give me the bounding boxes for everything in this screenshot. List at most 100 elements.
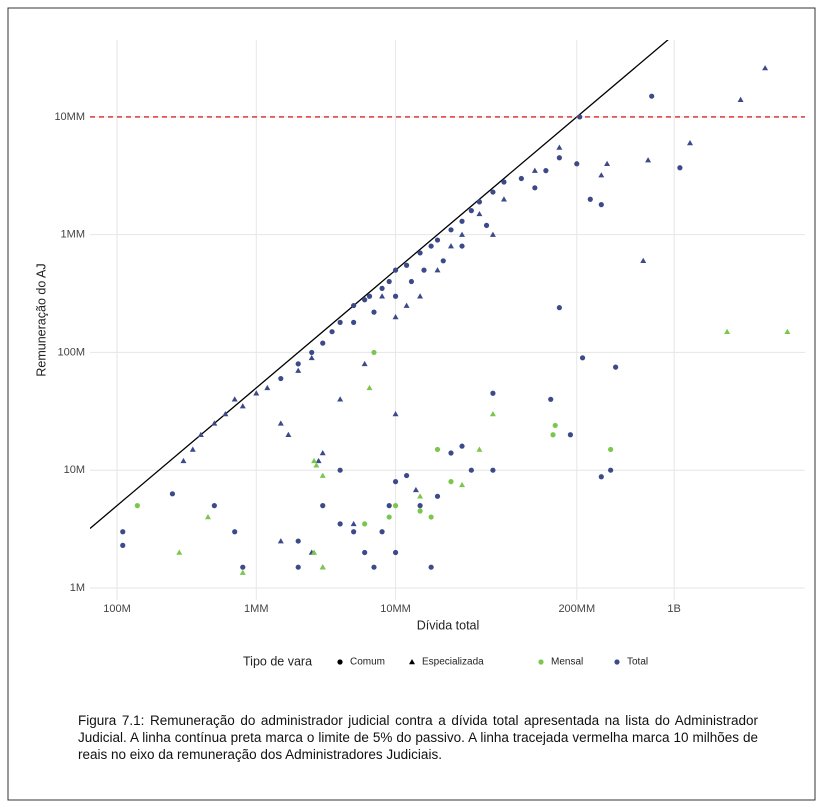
triangle-point: [176, 549, 183, 555]
triangle-point: [295, 367, 302, 373]
circle-point: [351, 319, 357, 325]
circle-point: [434, 493, 441, 499]
x-tick-label: 1MM: [244, 603, 268, 615]
circle-point: [550, 432, 556, 438]
circle-point: [552, 422, 558, 429]
y-axis-label: Remuneração do AJ: [34, 263, 48, 376]
circle-point: [351, 529, 357, 535]
x-tick-label: 10MM: [380, 603, 411, 615]
triangle-point: [459, 231, 466, 237]
triangle-point: [285, 431, 292, 437]
circle-point: [392, 549, 399, 556]
circle-point: [428, 564, 434, 570]
circle-point: [459, 218, 465, 224]
circle-point: [211, 503, 217, 509]
circle-point: [428, 514, 434, 520]
circle-point: [613, 364, 619, 370]
circle-point: [232, 529, 238, 535]
triangle-point: [598, 172, 605, 178]
circle-point: [371, 309, 377, 315]
triangle-point: [197, 431, 204, 437]
circle-point: [351, 302, 357, 309]
circle-point: [379, 285, 385, 291]
triangle-point: [189, 446, 196, 452]
circle-point: [598, 202, 604, 208]
reference-line: [90, 40, 669, 529]
triangle-point: [762, 65, 769, 71]
legend-label: Mensal: [551, 657, 583, 668]
caption: Figura 7.1: Remuneração do administrador…: [78, 713, 758, 762]
circle-point: [379, 529, 385, 535]
circle-point: [587, 196, 593, 202]
circle-point: [434, 237, 441, 243]
triangle-point: [253, 390, 260, 396]
circle-point: [371, 564, 377, 570]
legend: Tipo de vara Comum Especializada Mensal Tota…: [243, 654, 648, 668]
triangle-point: [409, 659, 415, 665]
circle-point: [421, 267, 427, 273]
circle-point: [483, 222, 490, 228]
triangle-point: [604, 160, 611, 167]
triangle-point: [277, 538, 284, 544]
circle-point: [320, 340, 326, 346]
triangle-point: [500, 196, 507, 202]
circle-point: [468, 467, 474, 473]
circle-point: [371, 349, 377, 356]
triangle-point: [315, 457, 322, 464]
circle-point: [548, 396, 554, 402]
triangle-point: [222, 411, 229, 417]
circle-point: [386, 503, 392, 509]
circle-point: [459, 443, 465, 449]
plot-area: 100M 1MM 10MM 200MM 1B 1M 10M 100M 1MM 10MM: [54, 40, 805, 615]
x-tick-label: 100M: [103, 603, 131, 615]
triangle-point: [311, 457, 318, 464]
circle-point: [501, 179, 507, 185]
triangle-point: [403, 302, 410, 308]
circle-point: [386, 278, 392, 285]
circle-point: [476, 199, 483, 205]
triangle-point: [319, 449, 326, 456]
circle-point: [567, 432, 574, 438]
x-tick-label: 1B: [667, 603, 680, 615]
triangle-point: [211, 420, 218, 426]
circle-point: [386, 514, 392, 520]
triangle-point: [311, 549, 318, 555]
circle-point: [440, 258, 446, 264]
triangle-point: [379, 293, 386, 299]
triangle-point: [313, 462, 320, 468]
y-tick-label: 1MM: [61, 229, 85, 241]
x-tick-label: 200MM: [558, 603, 595, 615]
circle-point: [448, 450, 454, 456]
circle-point: [448, 479, 454, 485]
circle-point: [614, 659, 620, 665]
triangle-point: [737, 96, 744, 102]
triangle-point: [337, 396, 344, 402]
triangle-point: [239, 569, 246, 575]
triangle-point: [392, 313, 399, 320]
circle-point: [428, 243, 434, 249]
circle-point: [543, 168, 549, 174]
triangle-point: [476, 210, 483, 217]
legend-label: Total: [627, 657, 648, 668]
legend-label: Comum: [350, 657, 385, 668]
circle-point: [468, 208, 474, 214]
triangle-point: [277, 420, 284, 426]
triangle-point: [724, 328, 731, 334]
x-axis-label: Dívida total: [417, 618, 480, 632]
y-tick-label: 100M: [57, 346, 85, 358]
triangle-point: [361, 360, 368, 367]
circle-point: [403, 472, 410, 479]
circle-point: [392, 503, 399, 509]
triangle-point: [434, 267, 441, 273]
triangle-point: [392, 411, 399, 417]
circle-point: [362, 521, 368, 527]
triangle-point: [640, 257, 647, 264]
circle-point: [518, 175, 524, 182]
circle-point: [579, 355, 586, 361]
triangle-point: [531, 167, 538, 173]
circle-point: [490, 467, 496, 473]
circle-point: [337, 319, 343, 325]
circle-point: [134, 503, 140, 509]
circle-point: [649, 93, 655, 99]
triangle-point: [556, 144, 563, 150]
